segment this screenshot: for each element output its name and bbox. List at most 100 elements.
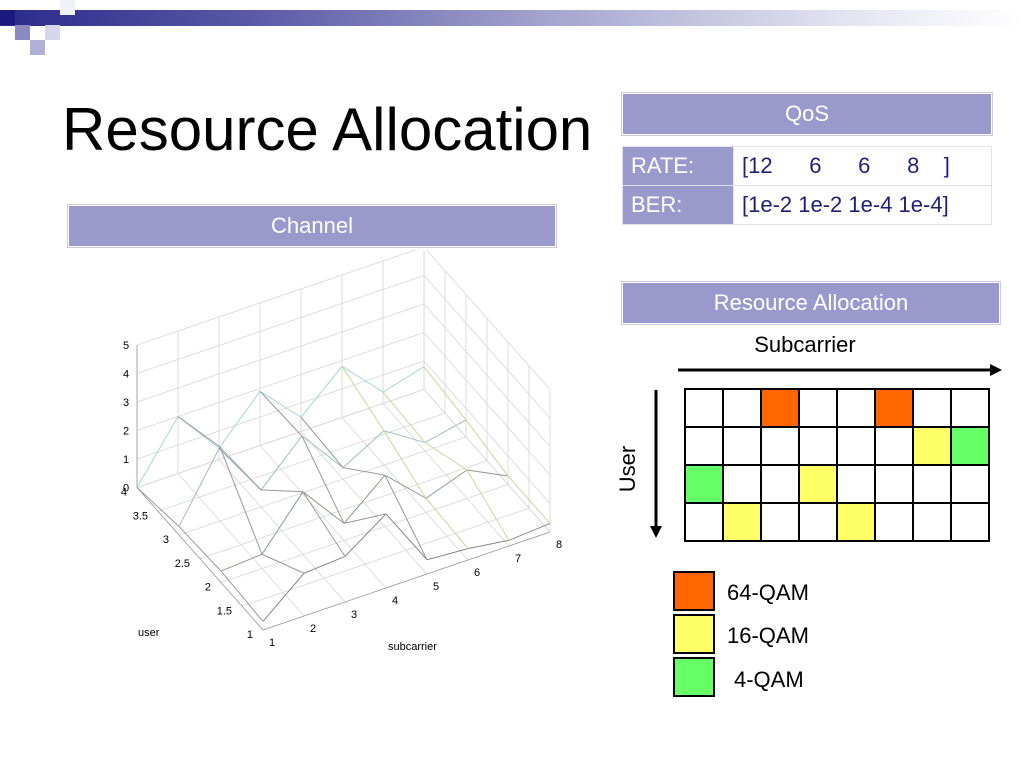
allocation-cell (876, 504, 914, 542)
surface-line (426, 548, 469, 561)
plot-surface (136, 365, 551, 622)
surface-line (424, 419, 467, 443)
allocation-cell (762, 390, 800, 428)
allocation-cell (876, 428, 914, 466)
qos-header: QoS (622, 93, 992, 135)
rate-value: [12 6 6 8 ] (733, 146, 992, 186)
decorative-square (60, 0, 75, 15)
allocation-cell (838, 504, 876, 542)
allocation-cell (724, 504, 762, 542)
user-tick-label: 3 (163, 534, 169, 546)
allocation-cell (876, 390, 914, 428)
ber-value: [1e-2 1e-2 1e-4 1e-4] (733, 185, 992, 225)
z-tick-label: 5 (123, 340, 129, 352)
allocation-cell (686, 504, 724, 542)
allocation-cell (686, 390, 724, 428)
surface-line (466, 469, 509, 477)
legend-label-4qam: 4-QAM (734, 667, 804, 692)
axis-line (136, 487, 264, 631)
surface-line (341, 365, 385, 432)
surface-line (301, 435, 345, 524)
allocation-cell (952, 390, 990, 428)
surface-line (262, 572, 305, 622)
surface-line (177, 416, 221, 448)
allocation-cell (914, 466, 952, 504)
subcarrier-tick-label: 8 (556, 539, 562, 551)
channel-surface-plot: 0 1 2 3 4 5 1 1.5 2 2.5 3 3.5 4 1 2 3 4 5 6 7 8 user subcarr… (121, 250, 562, 653)
surface-line (259, 391, 303, 437)
allocation-cell (724, 390, 762, 428)
subcarrier-label: Subcarrier (754, 332, 856, 357)
z-tick-label: 2 (123, 426, 129, 438)
plot-grid (136, 250, 551, 631)
grid-line (199, 460, 488, 560)
surface-line (344, 513, 387, 557)
surface-line (425, 497, 469, 549)
surface-line (218, 391, 261, 449)
allocation-cell (914, 504, 952, 542)
user-tick-label: 2.5 (175, 558, 190, 570)
allocation-cell (838, 428, 876, 466)
grid-line (423, 303, 551, 447)
surface-line (343, 474, 386, 524)
allocation-cell (800, 428, 838, 466)
surface-line (220, 553, 263, 572)
user-tick-label: 3.5 (133, 510, 148, 522)
subcarrier-axis-label: subcarrier (388, 641, 437, 653)
legend-swatch-64qam (673, 571, 715, 611)
decorative-square (0, 10, 15, 25)
surface-line (300, 365, 343, 418)
user-axis-label: user (138, 627, 160, 639)
allocation-cell (800, 466, 838, 504)
allocation-cell (686, 428, 724, 466)
user-tick-label: 4 (121, 487, 127, 499)
allocation-cell (876, 466, 914, 504)
surface-line (383, 430, 426, 443)
qos-rate-row: RATE: [12 6 6 8 ] (622, 146, 992, 186)
surface-line (384, 474, 427, 499)
grid-line (241, 507, 530, 607)
grid-line (136, 303, 425, 403)
allocation-cell (724, 466, 762, 504)
grid-line (136, 275, 425, 374)
grid-line (220, 484, 509, 583)
grid-line (423, 332, 551, 476)
surface-line (423, 366, 467, 421)
surface-line (466, 469, 510, 541)
surface-line (341, 365, 384, 393)
grid-line (423, 389, 551, 533)
surface-line (220, 570, 264, 622)
surface-line (261, 491, 304, 555)
user-arrow-icon (650, 390, 662, 538)
legend-swatch-16qam (673, 614, 715, 654)
axis-line (262, 531, 551, 631)
surface-line (261, 553, 305, 574)
z-tick-label: 4 (123, 369, 129, 381)
grid-line (136, 332, 425, 431)
surface-line (259, 390, 302, 418)
allocation-cell (762, 428, 800, 466)
allocation-cell (914, 428, 952, 466)
surface-line (465, 419, 509, 477)
surface-line (178, 446, 221, 527)
slide-title: Resource Allocation (62, 96, 593, 163)
surface-line (382, 366, 425, 393)
surface-line (302, 491, 345, 524)
allocation-cell (762, 466, 800, 504)
surface-line (303, 555, 346, 574)
qos-ber-row: BER: [1e-2 1e-2 1e-4 1e-4] (622, 185, 992, 225)
grid-line (178, 436, 467, 536)
allocation-cell (686, 466, 724, 504)
allocation-cell (762, 504, 800, 542)
rate-label: RATE: (622, 146, 734, 186)
decorative-square (15, 25, 30, 40)
surface-line (342, 467, 386, 476)
surface-line (424, 442, 468, 471)
z-tick-label: 3 (123, 397, 129, 409)
subcarrier-tick-label: 2 (310, 623, 316, 635)
qos-table: RATE: [12 6 6 8 ] BER: [1e-2 1e-2 1e-4 1… (622, 146, 992, 225)
z-tick-label: 1 (123, 454, 129, 466)
plot-ticks: 0 1 2 3 4 5 1 1.5 2 2.5 3 3.5 4 1 2 3 4 5 6 7 8 (121, 340, 562, 649)
channel-header: Channel (68, 205, 556, 247)
surface-line (467, 539, 510, 550)
